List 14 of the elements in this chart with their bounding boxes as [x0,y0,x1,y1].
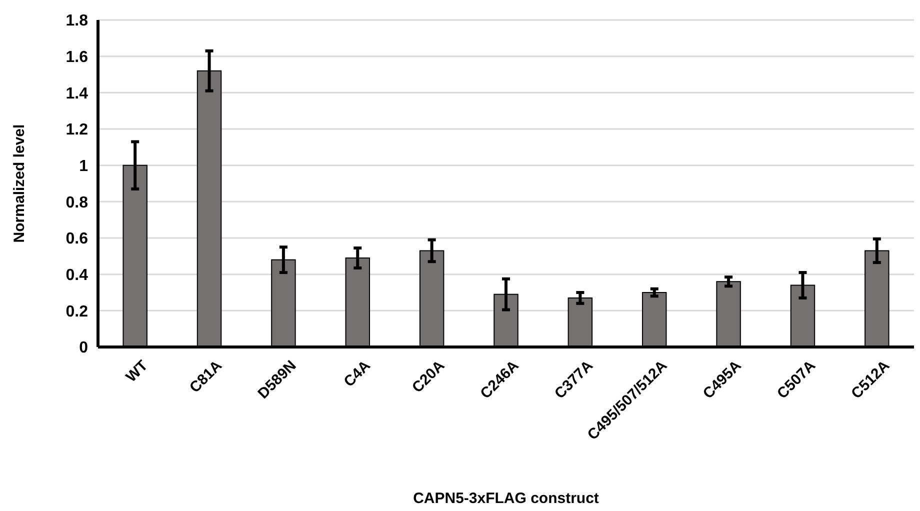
y-tick-label: 0.8 [66,194,88,212]
x-axis-title: CAPN5-3xFLAG construct [413,490,599,507]
y-tick-label: 1.2 [66,122,88,139]
y-tick-label: 1.4 [66,85,88,102]
y-tick-label: 1.8 [66,12,88,30]
y-tick-label: 1 [79,158,88,175]
y-tick-label: 0.4 [66,266,88,284]
y-tick-label: 1.6 [66,48,88,66]
x-tick-label: C4A [340,357,374,390]
y-tick-label: 0.2 [66,303,88,320]
x-tick-label: WT [122,357,152,386]
y-axis-title: Normalized level [11,124,28,243]
y-tick-label: 0 [79,340,88,357]
y-tick-label: 0.6 [66,230,88,248]
